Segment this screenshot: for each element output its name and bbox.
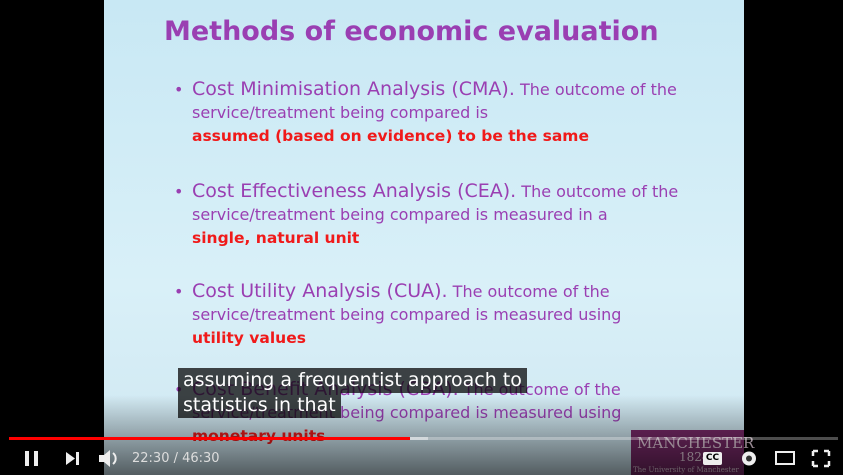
caption-line: statistics in that xyxy=(178,393,341,418)
bullet-heading: Cost Minimisation Analysis (CMA). xyxy=(192,78,515,100)
controls xyxy=(25,449,831,468)
played xyxy=(9,437,410,440)
fullscreen-button[interactable] xyxy=(811,449,831,468)
settings-hole xyxy=(746,455,752,462)
volume-wave xyxy=(112,452,117,465)
pause-button-bar xyxy=(34,451,38,466)
next-button[interactable] xyxy=(66,452,79,465)
bullet: Cost Effectiveness Analysis (CEA). The o… xyxy=(174,180,692,250)
progress-bar[interactable] xyxy=(9,437,838,440)
bullet-text: The outcome of the service/treatment bei… xyxy=(192,80,677,122)
volume-button[interactable] xyxy=(99,450,110,467)
caption: assuming a frequentist approach to statis… xyxy=(178,368,527,418)
bullet-highlight: assumed (based on evidence) to be the sa… xyxy=(192,127,589,145)
bullet-heading: Cost Utility Analysis (CUA). xyxy=(192,280,448,302)
bullet-highlight: utility values xyxy=(192,329,306,347)
time-display: 22:30 / 46:30 xyxy=(132,451,220,466)
caption-line: assuming a frequentist approach to xyxy=(178,368,527,393)
theater-button[interactable] xyxy=(775,451,795,465)
controls-shade xyxy=(0,395,843,475)
slide-title: Methods of economic evaluation xyxy=(164,16,659,47)
bullet-highlight: single, natural unit xyxy=(192,229,360,247)
cc-button[interactable]: CC xyxy=(703,452,722,465)
bullet: Cost Minimisation Analysis (CMA). The ou… xyxy=(174,78,692,148)
bullet-heading: Cost Effectiveness Analysis (CEA). xyxy=(192,180,517,202)
bullet-text: The outcome of the service/treatment bei… xyxy=(192,182,679,224)
bullet-text: The outcome of the service/treatment bei… xyxy=(192,282,622,324)
pause-button[interactable] xyxy=(25,451,29,466)
bullet: Cost Utility Analysis (CUA). The outcome… xyxy=(174,280,692,350)
